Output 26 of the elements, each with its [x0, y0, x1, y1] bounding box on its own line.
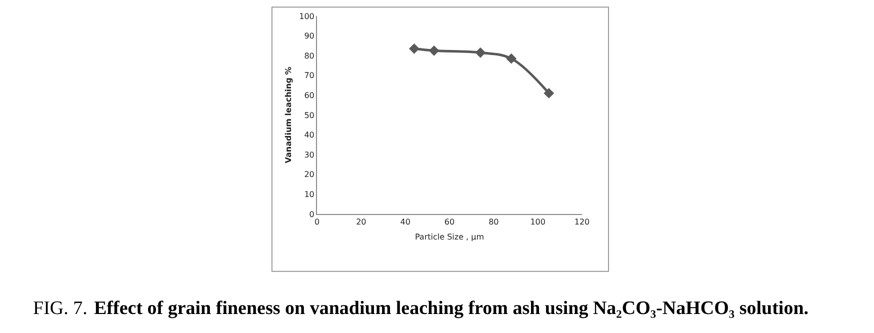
x-tick-label: 20 [356, 218, 366, 227]
x-tick-label: 120 [574, 218, 590, 227]
x-axis-title: Particle Size , µm [414, 232, 484, 242]
point [408, 43, 420, 54]
y-tick-label: 40 [304, 130, 314, 140]
y-tick-label: 80 [304, 51, 314, 60]
x-tick-label: 40 [400, 218, 410, 227]
y-tick-label: 100 [299, 12, 314, 21]
y-tick-label: 70 [304, 71, 314, 80]
point [544, 88, 554, 98]
y-tick-label: 10 [304, 190, 314, 199]
y-tick-label: 30 [304, 150, 314, 160]
x-tick-label: 80 [488, 218, 499, 227]
caption: FIG. 7. [33, 298, 88, 319]
y-tick-label: 20 [304, 170, 314, 180]
point [475, 47, 486, 58]
y-tick-label: 50 [304, 110, 314, 120]
point [506, 53, 517, 64]
x-tick-label: 60 [444, 218, 455, 227]
y-axis-title: Vanadium leaching % [284, 66, 293, 164]
point [428, 45, 440, 56]
y-tick-label: 90 [304, 32, 314, 41]
y-tick-label: 60 [304, 91, 314, 100]
y-tick-label: 0 [309, 210, 314, 219]
x-tick-label: 100 [530, 218, 546, 227]
text: Effect of grain fineness on vanadium leaching from ash using Na₂CO₃-NaHCO₃ solution. [94, 298, 809, 319]
